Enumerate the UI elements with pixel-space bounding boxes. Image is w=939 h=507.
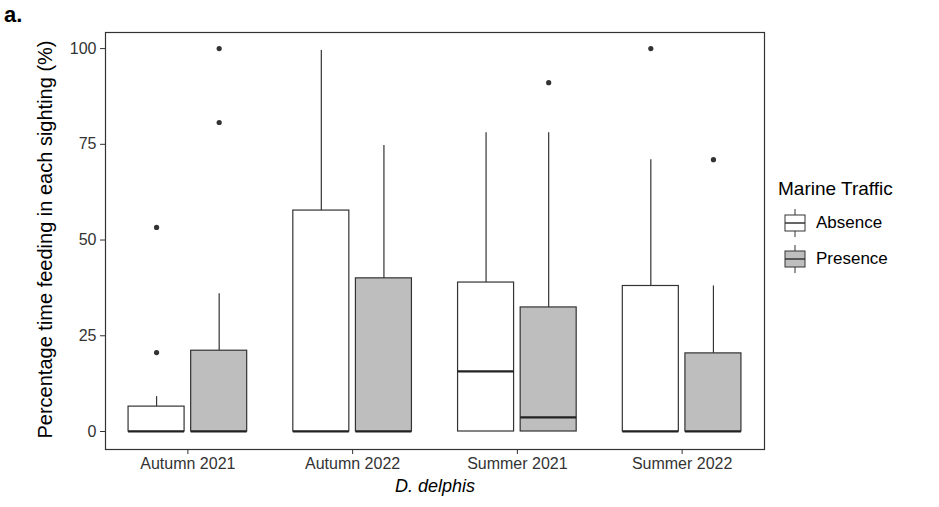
svg-text:0: 0: [88, 423, 97, 440]
svg-text:75: 75: [79, 135, 97, 152]
html-text:Percentage time feeding in eac: Percentage time feeding in each sighting…: [33, 40, 56, 439]
svg-text:100: 100: [70, 40, 97, 57]
svg-text:Summer 2022: Summer 2022: [632, 455, 733, 472]
svg-text:Summer 2021: Summer 2021: [467, 455, 568, 472]
html-text:Marine Traffic: Marine Traffic: [778, 178, 893, 199]
svg-text:Autumn 2022: Autumn 2022: [305, 455, 400, 472]
html-text:Absence: Absence: [816, 213, 883, 232]
svg-text:Autumn 2021: Autumn 2021: [140, 455, 235, 472]
html-text:D. delphis: D. delphis: [395, 476, 475, 496]
svg-text:25: 25: [79, 327, 97, 344]
html-text:Presence: Presence: [816, 249, 888, 268]
html-text:a.: a.: [4, 2, 23, 27]
svg-text:50: 50: [79, 231, 97, 248]
